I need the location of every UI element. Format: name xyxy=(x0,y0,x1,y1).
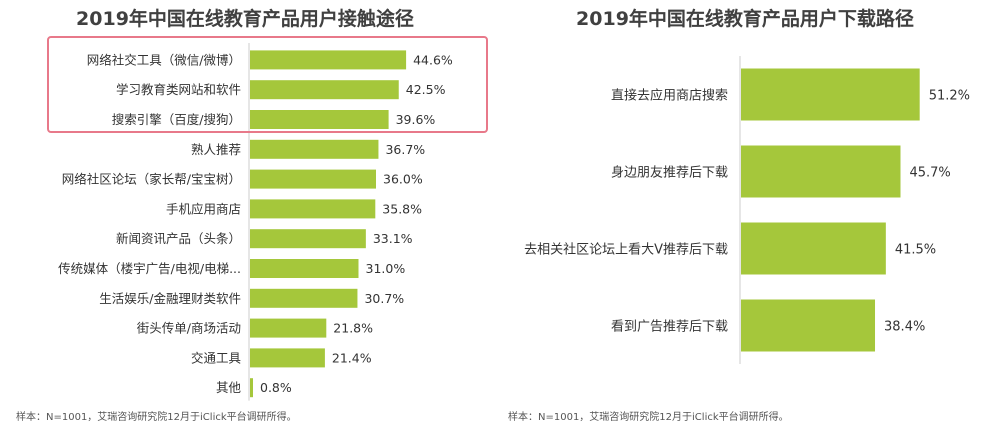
right-bar-0 xyxy=(741,68,920,121)
left-bar-1 xyxy=(250,80,399,100)
right-value-label-1: 45.7% xyxy=(909,166,950,181)
left-category-label-11: 其他 xyxy=(216,380,242,395)
left-value-label-6: 33.1% xyxy=(373,231,413,246)
left-category-label-9: 街头传单/商场活动 xyxy=(137,321,241,336)
right-category-label-0: 直接去应用商店搜索 xyxy=(611,88,728,104)
left-footnote: 样本：N=1001，艾瑞咨询研究院12月于iClick平台调研所得。 xyxy=(16,412,297,423)
left-bar-6 xyxy=(250,229,366,249)
left-chart-title: 2019年中国在线教育产品用户接触途径 xyxy=(76,8,414,30)
left-bar-0 xyxy=(250,50,407,70)
left-category-label-10: 交通工具 xyxy=(191,350,242,365)
left-value-label-10: 21.4% xyxy=(332,350,372,365)
right-category-label-3: 看到广告推荐后下载 xyxy=(611,319,728,335)
left-bar-5 xyxy=(250,199,376,219)
left-value-label-1: 42.5% xyxy=(406,82,446,97)
left-value-label-11: 0.8% xyxy=(260,380,292,395)
right-bar-2 xyxy=(741,222,886,275)
left-bar-11 xyxy=(250,378,253,398)
left-bar-10 xyxy=(250,348,325,368)
right-footnote: 样本：N=1001，艾瑞咨询研究院12月于iClick平台调研所得。 xyxy=(508,412,789,423)
right-value-label-0: 51.2% xyxy=(929,89,970,104)
left-category-label-4: 网络社区论坛（家长帮/宝宝树） xyxy=(62,172,241,187)
left-category-label-6: 新闻资讯产品（头条） xyxy=(116,231,241,246)
left-bar-7 xyxy=(250,259,359,278)
left-bar-4 xyxy=(250,169,376,189)
left-bar-8 xyxy=(250,288,358,308)
left-bar-3 xyxy=(250,139,379,159)
left-category-label-1: 学习教育类网站和软件 xyxy=(116,82,241,97)
right-value-label-3: 38.4% xyxy=(884,320,925,335)
left-category-label-0: 网络社交工具（微信/微博） xyxy=(87,52,241,67)
left-value-label-3: 36.7% xyxy=(385,142,425,157)
left-category-label-7: 传统媒体（楼宇广告/电视/电梯... xyxy=(58,261,241,276)
left-category-label-3: 熟人推荐 xyxy=(191,142,241,157)
left-value-label-0: 44.6% xyxy=(413,52,453,67)
left-value-label-8: 30.7% xyxy=(364,291,404,306)
left-category-label-2: 搜索引擎（百度/搜狗） xyxy=(112,112,241,127)
right-value-label-2: 41.5% xyxy=(895,243,936,258)
left-value-label-2: 39.6% xyxy=(396,112,436,127)
right-category-label-2: 去相关社区论坛上看大V推荐后下载 xyxy=(524,242,728,258)
right-category-label-1: 身边朋友推荐后下载 xyxy=(611,165,728,181)
left-category-label-5: 手机应用商店 xyxy=(166,201,241,216)
right-chart-title: 2019年中国在线教育产品用户下载路径 xyxy=(576,8,914,30)
left-value-label-5: 35.8% xyxy=(382,201,422,216)
right-bar-1 xyxy=(741,145,901,198)
left-category-label-8: 生活娱乐/金融理财类软件 xyxy=(99,291,241,306)
left-value-label-4: 36.0% xyxy=(383,172,423,187)
top3-highlight-box xyxy=(47,36,488,133)
left-bar-9 xyxy=(250,318,327,338)
left-bar-2 xyxy=(250,110,389,129)
left-value-label-9: 21.8% xyxy=(333,321,373,336)
right-bar-3 xyxy=(741,299,876,352)
left-value-label-7: 31.0% xyxy=(366,261,406,276)
